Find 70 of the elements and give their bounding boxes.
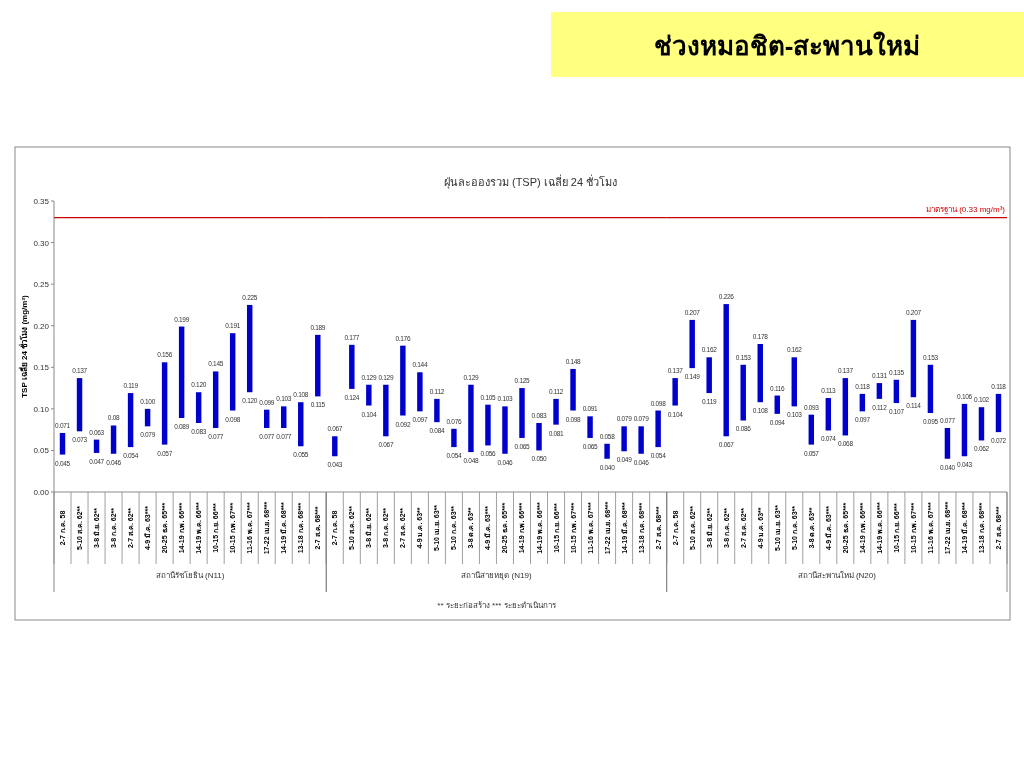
bar — [434, 398, 440, 423]
y-tick-label: 0.25 — [33, 280, 50, 290]
bar — [672, 378, 678, 406]
bar — [76, 378, 83, 432]
bar — [689, 319, 695, 369]
bar — [281, 406, 287, 428]
chart-subtitle: ฝุ่นละอองรวม (TSP) เฉลี่ย 24 ชั่วโมง — [443, 174, 618, 189]
y-tick-label: 0.30 — [33, 238, 50, 248]
text: ** ระยะก่อสร้าง *** ระยะดำเนินการ — [437, 601, 557, 610]
bar — [451, 428, 457, 448]
bar — [876, 383, 883, 399]
bar — [621, 426, 627, 452]
bar — [757, 344, 763, 403]
bar — [995, 393, 1002, 433]
bar — [604, 443, 610, 459]
x-axis-title: สถานีสายหยุด (N19) — [461, 571, 532, 580]
bar — [910, 319, 917, 398]
bar — [808, 414, 815, 445]
y-tick-label: 0.35 — [33, 197, 50, 206]
bar — [774, 395, 780, 414]
bar — [212, 371, 219, 428]
bar — [366, 384, 372, 406]
bar — [519, 388, 525, 438]
bar — [127, 393, 134, 448]
bar — [740, 364, 746, 421]
bar — [59, 432, 66, 455]
y-axis-title: TSP เฉลี่ย 24 ชั่วโมง (mg/m³) — [18, 294, 29, 398]
bar — [587, 416, 593, 438]
bar — [93, 439, 100, 453]
bar — [229, 333, 236, 411]
bar — [485, 404, 491, 446]
y-tick-label: 0.05 — [33, 446, 50, 456]
bar — [417, 372, 423, 412]
y-tick-label: 0.15 — [33, 363, 50, 373]
bar — [961, 403, 968, 457]
bar — [178, 326, 185, 418]
bar — [723, 304, 729, 437]
bar — [638, 426, 644, 454]
bar — [655, 410, 661, 448]
bar — [349, 344, 355, 389]
bar — [978, 407, 985, 441]
y-tick-label: 0.00 — [33, 488, 50, 497]
bar — [110, 425, 117, 454]
bar — [706, 357, 712, 394]
bar — [791, 357, 797, 407]
bar — [502, 406, 508, 454]
y-tick-label: 0.10 — [33, 404, 50, 414]
x-axis-title: สถานีสะพานใหม่ (N20) — [797, 571, 877, 580]
bar — [927, 364, 934, 414]
bar — [298, 402, 304, 447]
bar — [944, 427, 951, 459]
x-axis-title: สถานีรัชโยธิน (N11) — [155, 570, 225, 580]
y-tick-label: 0.20 — [33, 321, 50, 331]
bar — [315, 334, 321, 397]
bar — [893, 379, 900, 404]
bar — [246, 304, 253, 393]
bar — [332, 436, 338, 457]
bar — [400, 345, 406, 416]
bar — [383, 384, 389, 437]
bar — [825, 398, 832, 431]
ref-line-label: มาตรฐาน (0.33 mg/m³) — [925, 204, 1006, 214]
bar — [842, 378, 849, 436]
bar — [553, 398, 559, 425]
chart-title: ช่วงหมอชิต-สะพานใหม่ — [653, 31, 921, 61]
bar — [161, 362, 168, 445]
bar — [264, 409, 270, 428]
bar — [468, 384, 474, 453]
bar — [195, 392, 202, 423]
bar — [570, 368, 576, 411]
bar — [536, 422, 542, 451]
